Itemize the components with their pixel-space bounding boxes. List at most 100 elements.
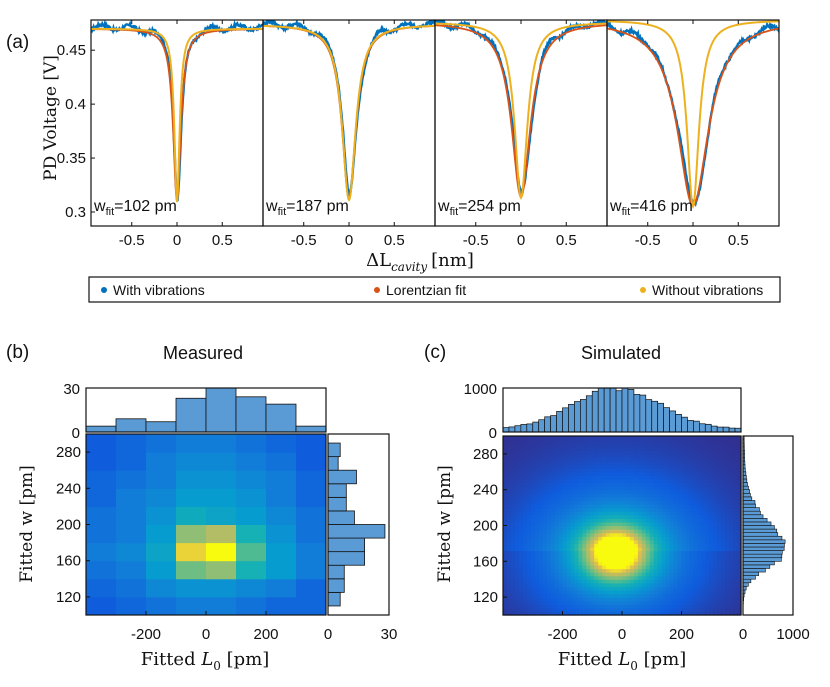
- heatmap-cell: [518, 464, 524, 469]
- heatmap-cell: [709, 525, 714, 530]
- side-histogram-bar: [742, 546, 785, 551]
- heatmap-cell: [641, 564, 647, 570]
- heatmap-cell: [677, 572, 683, 577]
- heatmap-cell: [681, 568, 687, 573]
- heatmap-cell: [709, 536, 714, 541]
- side-histogram-frame: [327, 433, 390, 616]
- heatmap-cell: [661, 500, 667, 505]
- heatmap-cell: [542, 568, 548, 573]
- heatmap-cell: [550, 468, 556, 473]
- heatmap-cell: [534, 529, 540, 534]
- heatmap-cell: [594, 450, 599, 455]
- heatmap-cell: [657, 564, 663, 570]
- heatmap-cell: [705, 439, 710, 444]
- heatmap-cell: [729, 550, 734, 555]
- heatmap-cell: [550, 443, 556, 448]
- heatmap-cell: [709, 511, 714, 516]
- heatmap-cell: [534, 457, 540, 462]
- heatmap-cell: [562, 443, 568, 448]
- heatmap-cell: [554, 496, 560, 502]
- heatmap-cell: [697, 496, 702, 502]
- heatmap-cell: [685, 582, 691, 587]
- heatmap-cell: [554, 482, 560, 487]
- heatmap-cell: [558, 561, 564, 566]
- heatmap-cell: [510, 568, 516, 573]
- heatmap-cell: [637, 582, 643, 587]
- heatmap-cell: [562, 478, 568, 484]
- heatmap-cell: [176, 434, 207, 453]
- heatmap-cell: [586, 471, 591, 476]
- heatmap-cell: [526, 507, 532, 512]
- side-histogram-bar: [742, 489, 750, 494]
- heatmap-cell: [518, 561, 524, 566]
- heatmap-cell: [721, 597, 726, 602]
- heatmap-cell: [618, 572, 623, 577]
- heatmap-cell: [689, 478, 694, 484]
- heatmap-cell: [582, 525, 587, 530]
- heatmap-cell: [550, 489, 556, 494]
- heatmap-cell: [733, 543, 738, 548]
- heatmap-cell: [542, 600, 548, 605]
- heatmap-cell: [689, 518, 694, 523]
- heatmap-cell: [669, 593, 675, 598]
- heatmap-cell: [586, 543, 591, 548]
- heatmap-cell: [709, 543, 714, 548]
- heatmap-cell: [625, 446, 631, 451]
- heatmap-cell: [526, 436, 532, 441]
- heatmap-cell: [606, 507, 611, 512]
- heatmap-cell: [236, 560, 267, 580]
- heatmap-cell: [705, 457, 710, 462]
- heatmap-cell: [713, 589, 718, 595]
- heatmap-cell: [625, 557, 631, 562]
- heatmap-cell: [574, 532, 579, 537]
- heatmap-cell: [296, 506, 327, 525]
- heatmap-cell: [602, 604, 607, 609]
- heatmap-cell: [681, 486, 687, 491]
- heatmap-cell: [506, 511, 512, 516]
- heatmap-cell: [510, 482, 516, 487]
- heatmap-cell: [526, 582, 532, 587]
- heatmap-cell: [637, 597, 643, 602]
- heatmap-cell: [685, 450, 691, 455]
- heatmap-cell: [633, 514, 639, 519]
- heatmap-cell: [629, 600, 635, 605]
- heatmap-cell: [554, 586, 560, 591]
- heatmap-cell: [562, 489, 568, 494]
- heatmap-cell: [618, 514, 623, 519]
- heatmap-cell: [554, 600, 560, 605]
- heatmap-cell: [733, 597, 738, 602]
- heatmap-cell: [582, 507, 587, 512]
- heatmap-cell: [514, 446, 520, 451]
- heatmap-cell: [586, 468, 591, 473]
- heatmap-cell: [625, 507, 631, 512]
- heatmap-cell: [116, 578, 147, 598]
- heatmap-cell: [657, 457, 663, 462]
- heatmap-cell: [578, 575, 583, 580]
- heatmap-cell: [146, 524, 177, 544]
- heatmap-cell: [681, 504, 687, 509]
- heatmap-cell: [689, 529, 694, 534]
- heatmap-cell: [574, 604, 579, 609]
- heatmap-cell: [665, 604, 671, 609]
- heatmap-cell: [530, 511, 536, 516]
- heatmap-cell: [677, 518, 683, 523]
- heatmap-cell: [673, 471, 679, 476]
- heatmap-cell: [606, 504, 611, 509]
- heatmap-cell: [713, 486, 718, 491]
- heatmap-cell: [606, 475, 611, 480]
- heatmap-cell: [649, 478, 655, 484]
- heatmap-cell: [689, 543, 694, 548]
- y-tick-label: 200: [56, 517, 81, 534]
- heatmap-cell: [653, 511, 659, 516]
- heatmap-cell: [733, 582, 738, 587]
- heatmap-cell: [677, 546, 683, 552]
- heatmap-cell: [582, 572, 587, 577]
- heatmap-cell: [673, 589, 679, 595]
- heatmap-cell: [566, 561, 572, 566]
- x-tick-label: 200: [669, 626, 694, 643]
- heatmap-cell: [510, 525, 516, 530]
- heatmap-cell: [705, 496, 710, 502]
- heatmap-cell: [717, 468, 722, 473]
- heatmap-cell: [677, 579, 683, 584]
- heatmap-cell: [554, 543, 560, 548]
